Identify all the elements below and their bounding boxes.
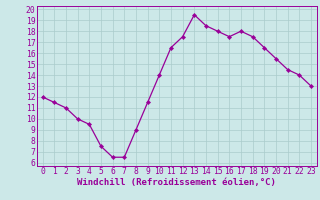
X-axis label: Windchill (Refroidissement éolien,°C): Windchill (Refroidissement éolien,°C) <box>77 178 276 187</box>
